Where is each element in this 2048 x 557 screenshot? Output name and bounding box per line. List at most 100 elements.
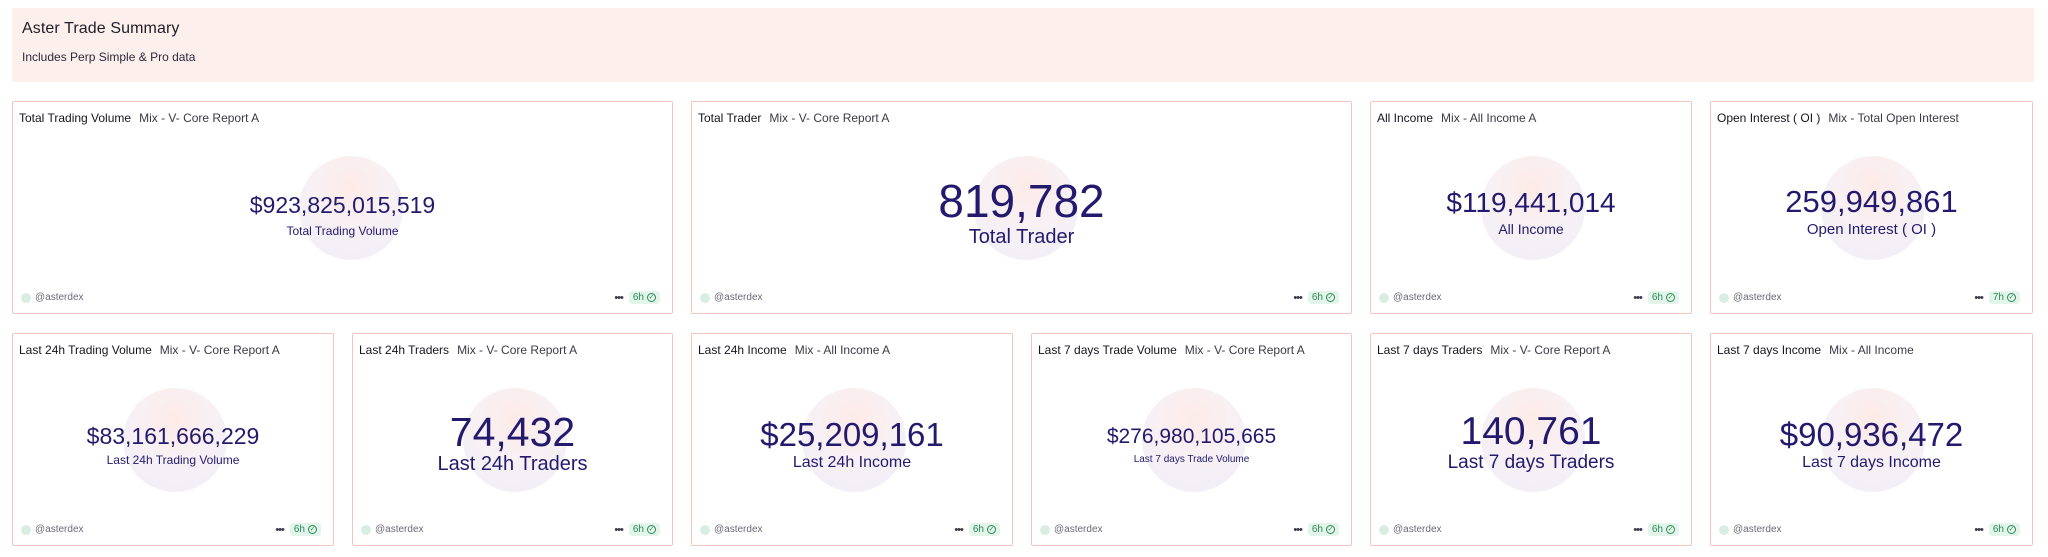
card-title: Last 24h Trading Volume: [19, 343, 152, 357]
refresh-status-badge[interactable]: 6h ✓: [968, 523, 1000, 536]
avatar: [1719, 292, 1729, 303]
refresh-status-badge[interactable]: 6h ✓: [289, 523, 321, 536]
metric: $276,980,105,665 Last 7 days Trade Volum…: [1032, 425, 1351, 465]
metric: $83,161,666,229 Last 24h Trading Volume: [13, 423, 333, 467]
author-name: @asterdex: [1393, 524, 1442, 535]
decorative-circle: [1481, 156, 1585, 260]
refresh-status-badge[interactable]: 6h ✓: [1307, 523, 1339, 536]
more-options-icon[interactable]: •••: [1293, 523, 1303, 536]
avatar: [700, 524, 710, 535]
badge-age: 6h: [972, 524, 984, 535]
card-total-trading-volume[interactable]: Total Trading Volume Mix - V- Core Report…: [12, 101, 673, 314]
avatar: [700, 292, 710, 303]
refresh-status-badge[interactable]: 7h ✓: [1988, 291, 2020, 304]
card-open-interest[interactable]: Open Interest ( OI ) Mix - Total Open Int…: [1710, 101, 2033, 314]
author[interactable]: @asterdex: [1719, 292, 1782, 303]
badge-age: 6h: [1311, 292, 1323, 303]
metric-label: Last 24h Income: [792, 454, 912, 471]
badge-age: 6h: [293, 524, 305, 535]
metric: 140,761 Last 7 days Traders: [1371, 410, 1691, 474]
card-query-link[interactable]: Mix - V- Core Report A: [1490, 343, 1611, 357]
card-query-link[interactable]: Mix - All Income: [1829, 343, 1914, 357]
card-title: Last 24h Income: [698, 343, 787, 357]
card-last-24h-income[interactable]: Last 24h Income Mix - All Income A $25,20…: [691, 333, 1013, 546]
card-query-link[interactable]: Mix - Total Open Interest: [1828, 111, 1959, 125]
check-circle-icon: ✓: [2007, 525, 2016, 534]
author[interactable]: @asterdex: [21, 292, 84, 303]
card-last-24h-trading-volume[interactable]: Last 24h Trading Volume Mix - V- Core Rep…: [12, 333, 334, 546]
dashboard-title: Aster Trade Summary: [22, 20, 180, 37]
card-query-link[interactable]: Mix - V- Core Report A: [1184, 343, 1305, 357]
card-query-link[interactable]: Mix - All Income A: [1441, 111, 1537, 125]
author[interactable]: @asterdex: [1379, 292, 1442, 303]
more-options-icon[interactable]: •••: [1293, 291, 1303, 304]
refresh-status-badge[interactable]: 6h ✓: [1988, 523, 2020, 536]
card-query-link[interactable]: Mix - V- Core Report A: [457, 343, 578, 357]
card-all-income[interactable]: All Income Mix - All Income A $119,441,01…: [1370, 101, 1692, 314]
card-query-link[interactable]: Mix - V- Core Report A: [769, 111, 890, 125]
refresh-status-badge[interactable]: 6h ✓: [1307, 291, 1339, 304]
author-name: @asterdex: [35, 524, 84, 535]
card-query-link[interactable]: Mix - V- Core Report A: [159, 343, 280, 357]
metric-value: $276,980,105,665: [1106, 425, 1277, 448]
metric: $119,441,014 All Income: [1371, 187, 1691, 237]
card-title: Last 24h Traders: [359, 343, 450, 357]
author[interactable]: @asterdex: [21, 524, 84, 535]
metric: $90,936,472 Last 7 days Income: [1711, 416, 2032, 472]
author-name: @asterdex: [714, 292, 763, 303]
more-options-icon[interactable]: •••: [614, 523, 624, 536]
author[interactable]: @asterdex: [700, 292, 763, 303]
card-title: Last 7 days Income: [1717, 343, 1822, 357]
check-circle-icon: ✓: [308, 525, 317, 534]
more-options-icon[interactable]: •••: [614, 291, 624, 304]
refresh-status-badge[interactable]: 6h ✓: [628, 291, 660, 304]
decorative-circle: [974, 156, 1078, 260]
refresh-status-badge[interactable]: 6h ✓: [628, 523, 660, 536]
metric-value: $83,161,666,229: [86, 423, 260, 449]
card-query-link[interactable]: Mix - All Income A: [794, 343, 891, 357]
author[interactable]: @asterdex: [700, 524, 763, 535]
avatar: [21, 292, 31, 303]
more-options-icon[interactable]: •••: [1974, 523, 1984, 536]
more-options-icon[interactable]: •••: [1633, 291, 1643, 304]
metric-value: $119,441,014: [1446, 187, 1616, 218]
metric-label: Total Trading Volume: [286, 224, 399, 238]
metric-label: Last 7 days Traders: [1447, 452, 1615, 473]
avatar: [1719, 524, 1729, 535]
card-total-trader[interactable]: Total Trader Mix - V- Core Report A 819,7…: [691, 101, 1352, 314]
metric-value: 819,782: [938, 175, 1105, 227]
decorative-circle: [1142, 388, 1246, 492]
author[interactable]: @asterdex: [1719, 524, 1782, 535]
card-last-7-days-traders[interactable]: Last 7 days Traders Mix - V- Core Report …: [1370, 333, 1692, 546]
badge-age: 6h: [632, 292, 644, 303]
dashboard-header: Aster Trade Summary Includes Perp Simple…: [12, 8, 2034, 82]
card-last-7-days-trade-volume[interactable]: Last 7 days Trade Volume Mix - V- Core Re…: [1031, 333, 1352, 546]
avatar: [1379, 524, 1389, 535]
more-options-icon[interactable]: •••: [954, 523, 964, 536]
refresh-status-badge[interactable]: 6h ✓: [1647, 291, 1679, 304]
decorative-circle: [1821, 388, 1925, 492]
metric: $25,209,161 Last 24h Income: [692, 416, 1012, 472]
more-options-icon[interactable]: •••: [1633, 523, 1643, 536]
author[interactable]: @asterdex: [1379, 524, 1442, 535]
card-query-link[interactable]: Mix - V- Core Report A: [139, 111, 260, 125]
avatar: [361, 524, 371, 535]
metric: 819,782 Total Trader: [692, 174, 1351, 249]
more-options-icon[interactable]: •••: [275, 523, 285, 536]
badge-age: 6h: [1651, 524, 1663, 535]
check-circle-icon: ✓: [1326, 525, 1335, 534]
refresh-status-badge[interactable]: 6h ✓: [1647, 523, 1679, 536]
card-last-7-days-income[interactable]: Last 7 days Income Mix - All Income $90,9…: [1710, 333, 2033, 546]
author[interactable]: @asterdex: [1040, 524, 1103, 535]
decorative-circle: [802, 388, 906, 492]
author-name: @asterdex: [375, 524, 424, 535]
author-name: @asterdex: [1393, 292, 1442, 303]
author[interactable]: @asterdex: [361, 524, 424, 535]
author-name: @asterdex: [35, 292, 84, 303]
more-options-icon[interactable]: •••: [1974, 291, 1984, 304]
badge-age: 6h: [632, 524, 644, 535]
metric-value: $90,936,472: [1779, 416, 1964, 453]
card-last-24h-traders[interactable]: Last 24h Traders Mix - V- Core Report A 7…: [352, 333, 673, 546]
author-name: @asterdex: [1054, 524, 1103, 535]
metric: 74,432 Last 24h Traders: [353, 409, 672, 476]
